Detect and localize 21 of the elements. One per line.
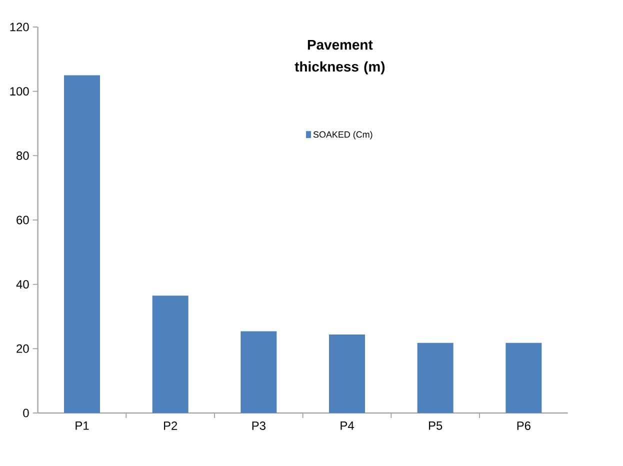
x-tick-label: P4: [340, 422, 354, 430]
y-tick-label: 100: [10, 87, 29, 96]
x-tick-label: P2: [164, 422, 178, 430]
bar: [417, 342, 454, 413]
y-tick-label: 40: [16, 280, 29, 289]
bar: [240, 331, 277, 413]
y-tick-label: 80: [16, 151, 29, 160]
bar: [506, 342, 542, 413]
y-tick-label: 60: [16, 216, 29, 224]
bar: [64, 75, 100, 413]
y-tick-label: 120: [10, 22, 29, 32]
bar: [152, 296, 188, 413]
text: Pavement thickness (m): [294, 40, 385, 74]
x-tick-label: P6: [517, 422, 530, 430]
x-tick-label: P1: [76, 422, 89, 430]
x-tick-label: P3: [252, 422, 266, 430]
bar: [329, 334, 366, 413]
x-tick-label: P5: [429, 422, 442, 430]
y-tick-label: 20: [16, 344, 29, 353]
y-tick-label: 0: [23, 408, 29, 418]
legend-label: SOAKED (Cm): [313, 131, 372, 140]
